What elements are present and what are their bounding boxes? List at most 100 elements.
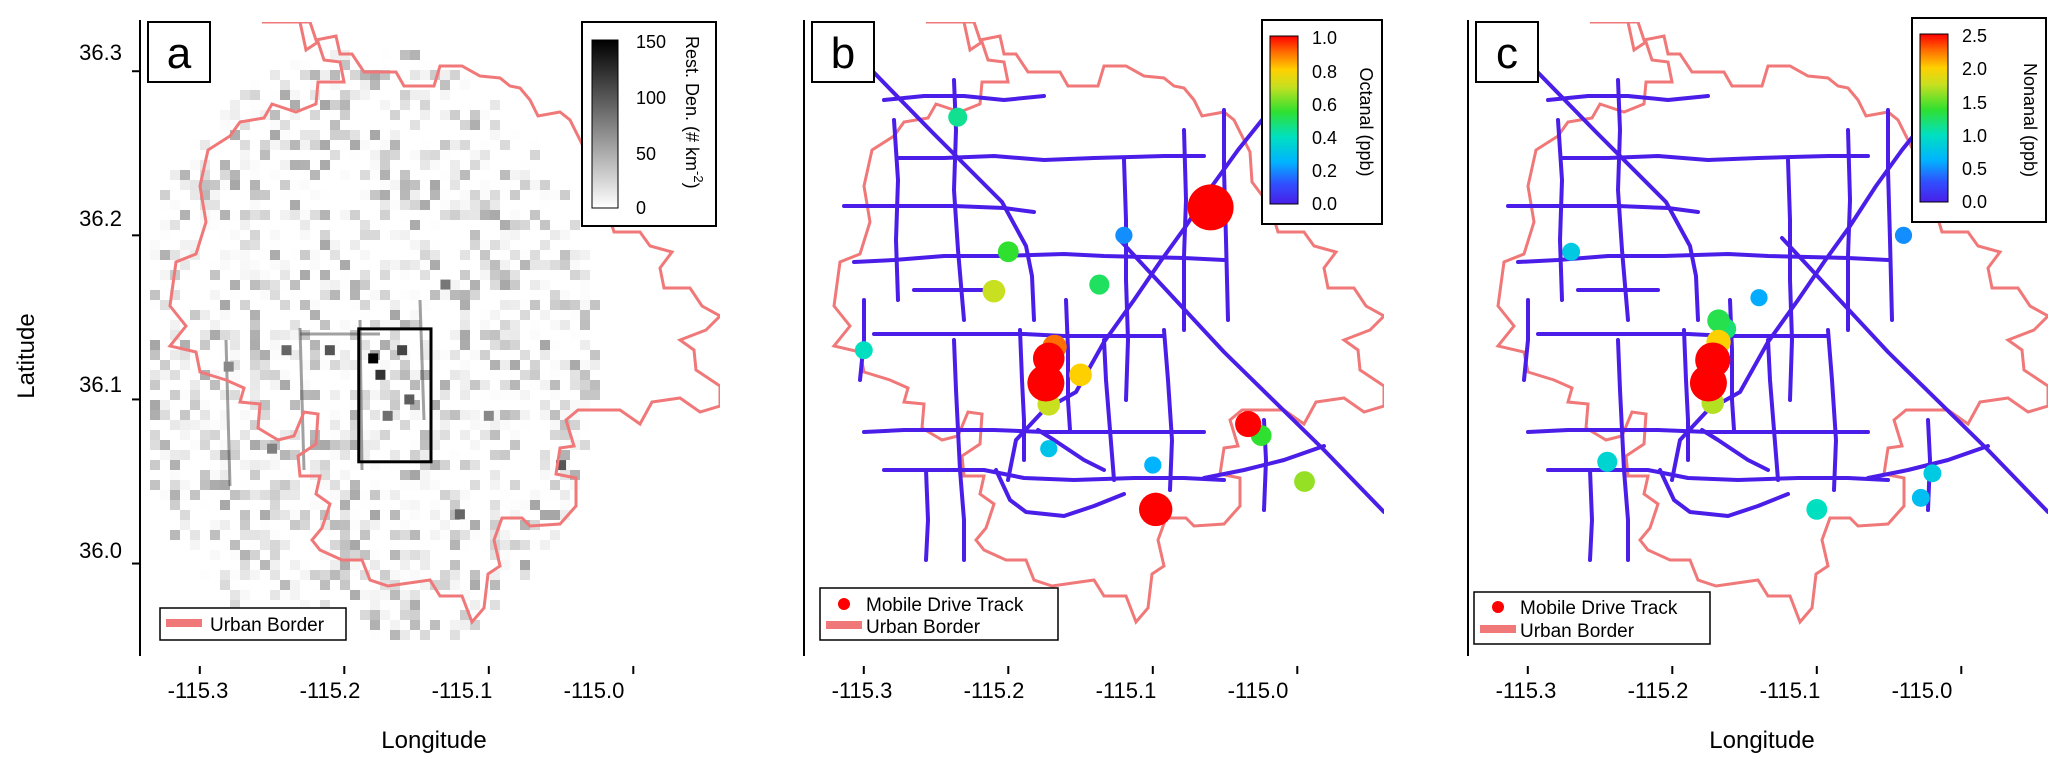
heatmap-cell [280,510,290,520]
drive-track-segment [1926,418,1932,512]
heatmap-cell [320,550,330,560]
heatmap-cell [390,130,400,140]
heatmap-cell [530,280,540,290]
heatmap-cell [350,420,360,430]
heatmap-cell [210,450,220,460]
heatmap-cell [510,170,520,180]
heatmap-cell [190,210,200,220]
heatmap-cell [450,630,460,640]
heatmap-cell [280,260,290,270]
heatmap-cell [230,280,240,290]
heatmap-cell [190,420,200,430]
heatmap-cell [270,210,280,220]
heatmap-cell [350,60,360,70]
heatmap-cell [460,190,470,200]
heatmap-cell [440,170,450,180]
heatmap-cell [380,140,390,150]
heatmap-cell [170,280,180,290]
heatmap-cell [320,190,330,200]
heatmap-cell [510,430,520,440]
heatmap-cell [210,190,220,200]
heatmap-cell [210,180,220,190]
heatmap-cell [420,60,430,70]
heatmap-cell [450,140,460,150]
colorbar-label: Nonanal (ppb) [2020,63,2040,177]
heatmap-cell [420,150,430,160]
heatmap-cell [440,190,450,200]
heatmap-cell [210,330,220,340]
heatmap-cell [470,380,480,390]
y-tick-label: 36.1 [79,372,122,397]
data-point [1562,242,1581,261]
heatmap-cell [420,110,430,120]
heatmap-cell [240,140,250,150]
heatmap-cell [260,540,270,550]
heatmap-cell [520,390,530,400]
heatmap-cell [510,380,520,390]
heatmap-cell [520,420,530,430]
heatmap-cell [230,250,240,260]
heatmap-cell [390,330,400,340]
heatmap-cell [210,230,220,240]
heatmap-cell [350,440,360,450]
heatmap-cell [400,290,410,300]
heatmap-hotspot [382,410,393,421]
heatmap-cell [310,80,320,90]
heatmap-cell [360,420,370,430]
data-point [1115,226,1133,244]
heatmap-cell [460,540,470,550]
heatmap-cell [190,540,200,550]
heatmap-cell [390,510,400,520]
heatmap-cell [190,530,200,540]
heatmap-cell [390,230,400,240]
colorbar-label: Rest. Den. (# km-2) [682,36,706,189]
data-point [1894,226,1913,244]
y-tick-label: 36.0 [79,538,122,563]
heatmap-cell [390,180,400,190]
heatmap-cell [270,110,280,120]
heatmap-cell [150,430,160,440]
heatmap-cell [220,180,230,190]
heatmap-cell [250,340,260,350]
heatmap-cell [290,400,300,410]
heatmap-cell [460,370,470,380]
heatmap-cell [390,400,400,410]
heatmap-cell [220,580,230,590]
heatmap-cell [230,350,240,360]
heatmap-cell [320,210,330,220]
heatmap-cell [530,140,540,150]
heatmap-cell [270,570,280,580]
heatmap-cell [510,190,520,200]
heatmap-cell [270,90,280,100]
heatmap-cell [240,240,250,250]
legend-track-label: Mobile Drive Track [866,595,1024,616]
heatmap-cell [480,430,490,440]
heatmap-cell [420,340,430,350]
heatmap-cell [250,230,260,240]
heatmap-hotspot [556,460,567,471]
heatmap-cell [160,490,170,500]
heatmap-cell [430,360,440,370]
heatmap-cell [400,610,410,620]
heatmap-cell [360,610,370,620]
heatmap-cell [590,300,600,310]
heatmap-cell [270,260,280,270]
heatmap-cell [530,350,540,360]
heatmap-cell [460,430,470,440]
heatmap-cell [580,390,590,400]
heatmap-cell [450,290,460,300]
heatmap-cell [400,270,410,280]
heatmap-cell [590,360,600,370]
heatmap-cell [510,230,520,240]
heatmap-cell [210,530,220,540]
heatmap-cell [340,90,350,100]
heatmap-cell [430,470,440,480]
heatmap-hotspot [483,410,494,421]
heatmap-cell [380,600,390,610]
heatmap-cell [410,510,420,520]
heatmap-cell [310,570,320,580]
heatmap-cell [550,480,560,490]
heatmap-cell [360,160,370,170]
heatmap-cell [540,190,550,200]
heatmap-cell [530,250,540,260]
